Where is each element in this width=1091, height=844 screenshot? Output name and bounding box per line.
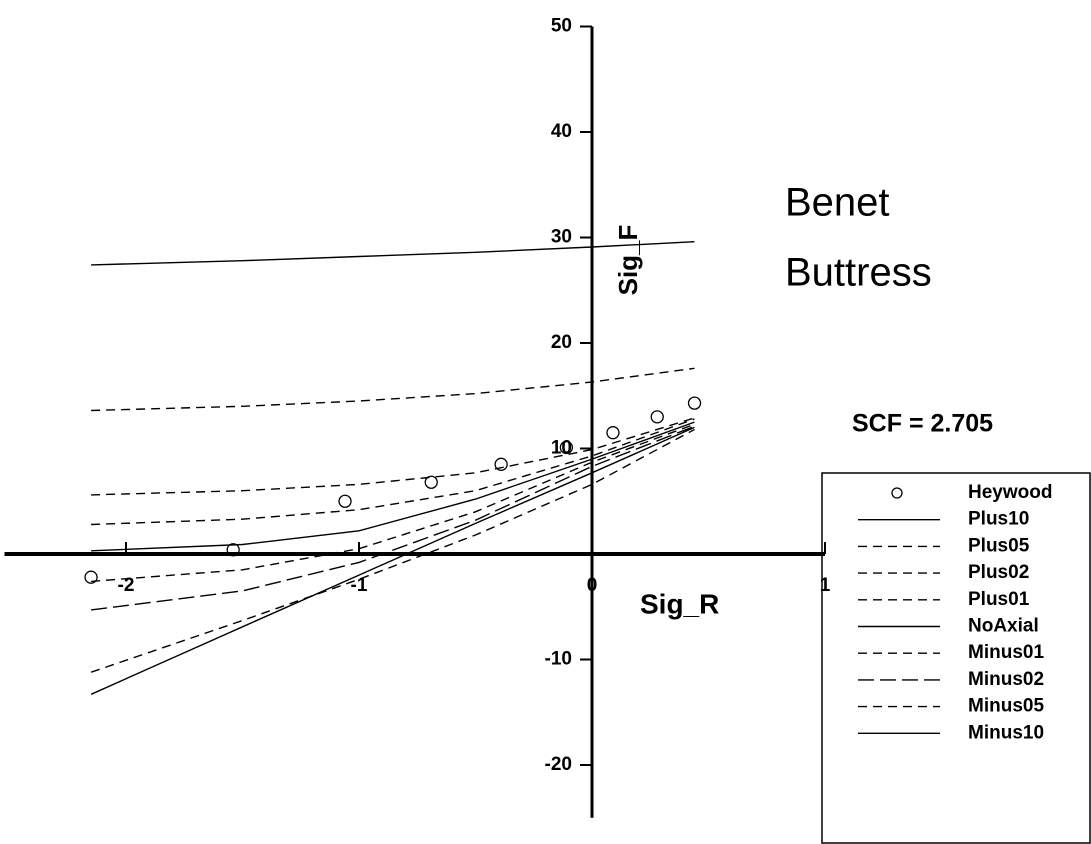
series-line [90, 426, 695, 695]
marker [226, 543, 240, 557]
marker [687, 396, 702, 410]
marker [338, 494, 352, 508]
legend-label: Plus10 [968, 509, 1029, 530]
series-line [91, 425, 695, 611]
y-tick-label: 20 [551, 332, 572, 353]
marker [650, 410, 664, 424]
legend-label: NoAxial [968, 616, 1039, 637]
series-line [91, 418, 695, 526]
x-axis-label: Sig_R [640, 588, 719, 619]
legend-label: Heywood [968, 482, 1052, 503]
y-tick-label: -20 [545, 754, 572, 775]
x-tick-label: 1 [820, 575, 831, 596]
legend-box [821, 472, 1091, 844]
marker [424, 475, 438, 489]
annotation: SCF = 2.705 [852, 410, 993, 438]
y-tick-label: 40 [551, 121, 572, 142]
y-tick-label: 30 [551, 227, 572, 248]
marker [606, 426, 620, 440]
series-line [91, 241, 695, 266]
legend-label: Plus02 [968, 562, 1029, 583]
legend-label: Plus05 [968, 535, 1030, 556]
x-tick-label: -2 [118, 575, 135, 596]
marker [559, 440, 574, 455]
marker [494, 457, 508, 471]
legend-label: Minus10 [968, 722, 1044, 743]
chart-title: Benet [785, 181, 890, 225]
series-line [91, 417, 695, 496]
y-tick-label: 50 [551, 16, 572, 37]
series-line [91, 423, 695, 583]
series-line [91, 367, 695, 412]
legend-marker [891, 487, 903, 499]
chart-title: Buttress [785, 251, 932, 295]
legend-label: Minus01 [968, 642, 1044, 663]
series-line [91, 421, 695, 552]
marker [84, 570, 98, 584]
legend-label: Plus01 [968, 589, 1030, 610]
x-tick-label: 0 [587, 575, 598, 596]
legend-label: Minus02 [968, 669, 1044, 690]
y-tick-label: -10 [545, 649, 572, 670]
legend-label: Minus05 [968, 696, 1044, 717]
y-axis-label: Sig_F [613, 225, 643, 296]
series-line [90, 428, 695, 673]
x-tick-label: -1 [351, 575, 368, 596]
